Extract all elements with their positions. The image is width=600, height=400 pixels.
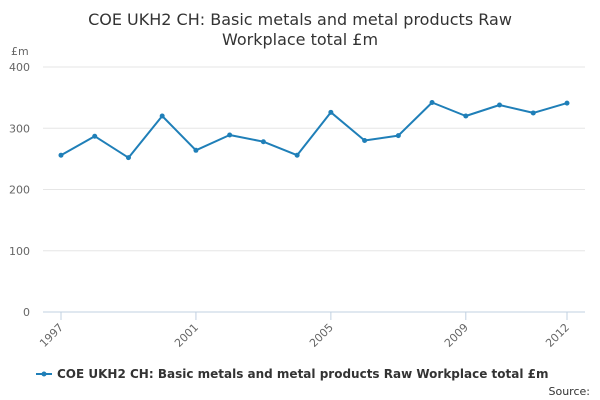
data-point-2011 (530, 110, 536, 116)
data-point-2000 (159, 113, 165, 119)
legend-series-label[interactable]: COE UKH2 CH: Basic metals and metal prod… (57, 367, 549, 381)
data-point-2010 (497, 102, 503, 108)
data-point-1998 (92, 133, 98, 139)
y-tick-label-0: 0 (23, 306, 30, 319)
y-tick-label-100: 100 (9, 245, 30, 258)
chart-title-line-2: Workplace total £m (221, 30, 379, 49)
data-point-2012 (564, 100, 570, 106)
source-label: Source: (549, 385, 591, 398)
data-point-1997 (58, 152, 64, 158)
data-point-2006 (362, 138, 368, 143)
legend[interactable]: COE UKH2 CH: Basic metals and metal prod… (36, 367, 549, 381)
y-axis-unit-label: £m (11, 45, 29, 58)
gridlines (43, 66, 585, 252)
data-point-2001 (193, 147, 199, 153)
y-tick-label-200: 200 (9, 184, 30, 197)
data-point-2005 (328, 109, 334, 115)
x-tick-label-1997: 1997 (37, 321, 66, 350)
data-point-2007 (395, 133, 401, 139)
y-tick-label-400: 400 (9, 61, 30, 74)
series-group (58, 100, 570, 161)
data-point-2004 (294, 152, 300, 158)
data-point-2002 (227, 132, 233, 138)
series-line-0 (60, 101, 568, 159)
legend-marker (41, 371, 47, 377)
data-point-2009 (463, 113, 469, 119)
y-tick-label-300: 300 (9, 122, 30, 135)
data-point-1999 (125, 155, 131, 161)
x-tick-label-2012: 2012 (543, 321, 572, 350)
data-point-2003 (260, 139, 266, 145)
data-point-2008 (429, 100, 435, 106)
x-axis: 1997 2001 2005 2009 2012 (37, 311, 585, 350)
x-tick-label-2001: 2001 (172, 321, 201, 350)
chart-title-line-1: COE UKH2 CH: Basic metals and metal prod… (88, 10, 512, 29)
y-axis: £m 0 100 200 300 400 (9, 45, 30, 319)
x-tick-label-2005: 2005 (307, 321, 336, 350)
x-tick-label-2009: 2009 (442, 321, 471, 350)
